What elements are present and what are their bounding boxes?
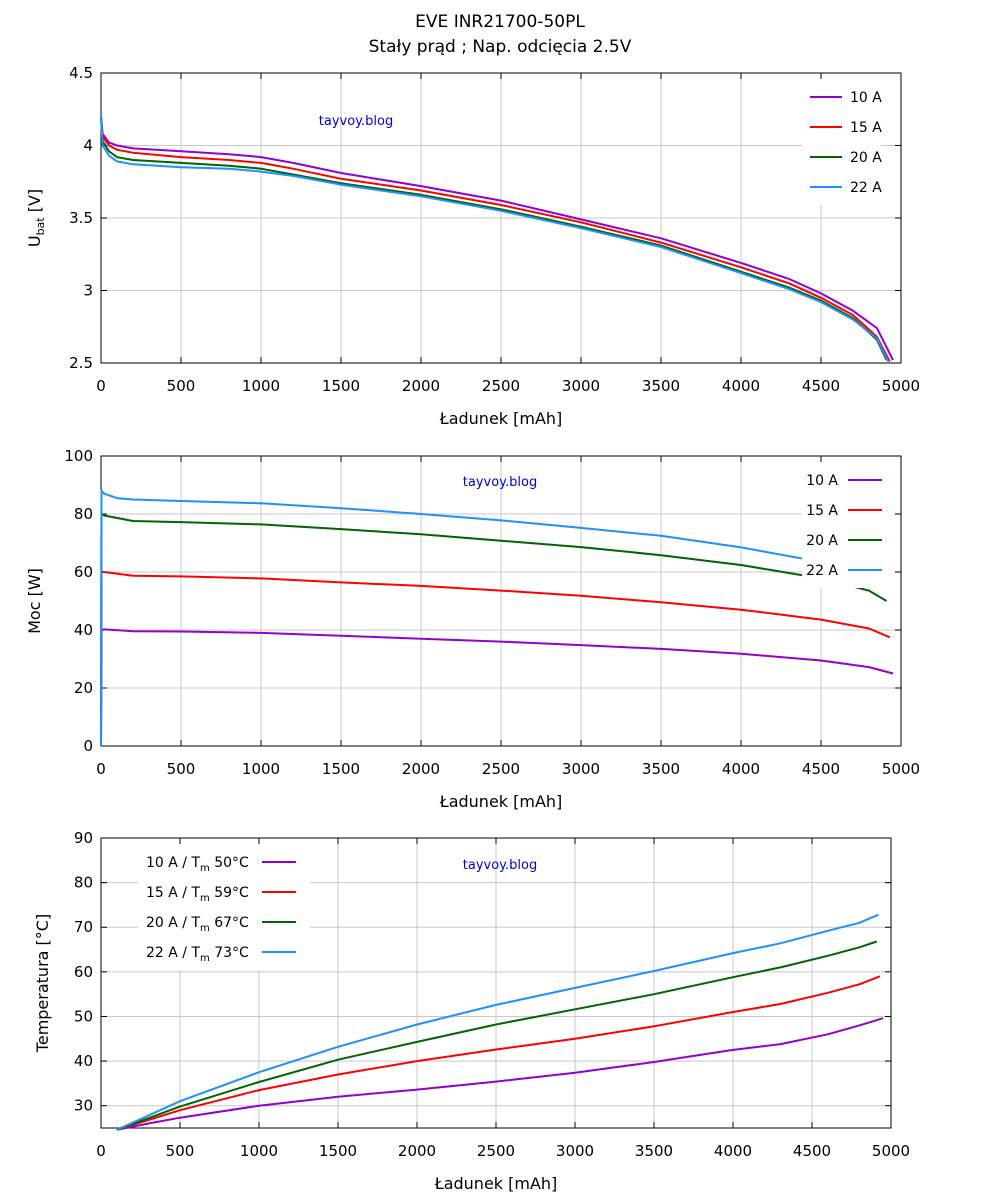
x-tick-label: 3000 — [562, 377, 600, 395]
legend-label: 10 A — [850, 90, 882, 106]
x-tick-label: 2000 — [402, 760, 440, 778]
y-axis-label: Temperatura [°C] — [33, 914, 52, 1053]
legend-box — [138, 844, 310, 970]
x-tick-label: 3500 — [635, 1142, 673, 1160]
y-tick-label: 70 — [74, 918, 93, 936]
legend-label: 10 A / Tm 50°C — [146, 855, 249, 874]
y-tick-label: 80 — [74, 874, 93, 892]
series-line-3 — [100, 513, 888, 747]
x-tick-label: 4000 — [714, 1142, 752, 1160]
x-tick-label: 3500 — [642, 377, 680, 395]
x-tick-label: 3500 — [642, 760, 680, 778]
watermark: tayvoy.blog — [463, 475, 537, 490]
y-tick-label: 60 — [74, 963, 93, 981]
legend-label: 22 A — [850, 180, 882, 196]
y-tick-label: 30 — [74, 1097, 93, 1115]
legend-box — [802, 79, 881, 205]
series-line-4 — [100, 116, 890, 363]
y-tick-label: 4.5 — [69, 64, 93, 82]
y-tick-label: 20 — [74, 679, 93, 697]
x-tick-label: 3000 — [562, 760, 600, 778]
x-tick-label: 1500 — [319, 1142, 357, 1160]
series-line-4 — [116, 913, 879, 1131]
chart-2: 0 500 1000 1500 2000 2500 3000 3500 4000 4500 5000… — [25, 447, 920, 811]
legend-label: 15 A / Tm 59°C — [146, 885, 249, 904]
x-tick-label: 2000 — [402, 377, 440, 395]
watermark: tayvoy.blog — [463, 858, 537, 873]
x-tick-label: 4000 — [722, 377, 760, 395]
x-axis-label: Ładunek [mAh] — [434, 1174, 558, 1193]
legend-label: 22 A — [806, 563, 838, 579]
x-tick-label: 0 — [96, 1142, 106, 1160]
series-line-1 — [100, 116, 894, 361]
y-tick-label: 3 — [83, 282, 93, 300]
x-tick-label: 1000 — [240, 1142, 278, 1160]
x-tick-label: 5000 — [872, 1142, 910, 1160]
legend-label: 22 A / Tm 73°C — [146, 945, 249, 964]
x-tick-label: 2500 — [477, 1142, 515, 1160]
y-axis-label: Ubat [V] — [25, 189, 47, 247]
series-line-2 — [100, 116, 891, 363]
legend-label: 15 A — [806, 503, 838, 519]
plot-frame — [100, 837, 892, 1129]
x-tick-label: 4500 — [802, 760, 840, 778]
y-axis-label: Moc [W] — [25, 568, 44, 634]
x-tick-label: 2000 — [398, 1142, 436, 1160]
y-tick-label: 100 — [64, 447, 93, 465]
chart-1: 0 500 1000 1500 2000 2500 3000 3500 4000 4500 5000… — [25, 64, 920, 428]
x-tick-label: 500 — [167, 377, 196, 395]
x-tick-label: 4500 — [793, 1142, 831, 1160]
legend-label: 10 A — [806, 473, 838, 489]
x-tick-label: 5000 — [882, 377, 920, 395]
y-tick-label: 2.5 — [69, 354, 93, 372]
series-line-3 — [100, 116, 888, 361]
series-line-1 — [116, 1017, 884, 1131]
y-tick-label: 40 — [74, 621, 93, 639]
chart-3: 0 500 1000 1500 2000 2500 3000 3500 4000 4500 5000… — [33, 829, 910, 1193]
legend-label: 20 A — [850, 150, 882, 166]
x-tick-label: 4500 — [802, 377, 840, 395]
x-tick-label: 2500 — [482, 760, 520, 778]
y-tick-label: 60 — [74, 563, 93, 581]
legend-label: 20 A / Tm 67°C — [146, 915, 249, 934]
watermark: tayvoy.blog — [319, 114, 393, 129]
x-tick-label: 1500 — [322, 760, 360, 778]
series-line-4 — [100, 489, 889, 747]
x-tick-label: 1500 — [322, 377, 360, 395]
x-axis-label: Ładunek [mAh] — [439, 409, 563, 428]
y-tick-label: 80 — [74, 505, 93, 523]
legend-label: 15 A — [850, 120, 882, 136]
x-tick-label: 3000 — [556, 1142, 594, 1160]
chart-subtitle: Stały prąd ; Nap. odcięcia 2.5V — [368, 37, 632, 57]
x-tick-label: 0 — [96, 377, 106, 395]
x-tick-label: 4000 — [722, 760, 760, 778]
legend-label: 20 A — [806, 533, 838, 549]
x-tick-label: 1000 — [242, 377, 280, 395]
chart-title: EVE INR21700-50PL — [415, 12, 585, 32]
x-tick-label: 0 — [96, 760, 106, 778]
x-axis-label: Ładunek [mAh] — [439, 792, 563, 811]
y-tick-label: 0 — [83, 737, 93, 755]
x-tick-label: 1000 — [242, 760, 280, 778]
series-line-2 — [100, 571, 891, 747]
y-tick-label: 3.5 — [69, 209, 93, 227]
y-tick-label: 50 — [74, 1007, 93, 1025]
y-tick-label: 40 — [74, 1052, 93, 1070]
x-tick-label: 5000 — [882, 760, 920, 778]
y-tick-label: 90 — [74, 829, 93, 847]
legend-box — [802, 462, 895, 588]
plot-frame — [100, 72, 902, 364]
x-tick-label: 2500 — [482, 377, 520, 395]
series-line-1 — [100, 628, 894, 747]
x-tick-label: 500 — [167, 760, 196, 778]
x-tick-label: 500 — [166, 1142, 195, 1160]
series-line-3 — [116, 940, 878, 1131]
y-tick-label: 4 — [83, 137, 93, 155]
series-line-2 — [116, 975, 881, 1131]
